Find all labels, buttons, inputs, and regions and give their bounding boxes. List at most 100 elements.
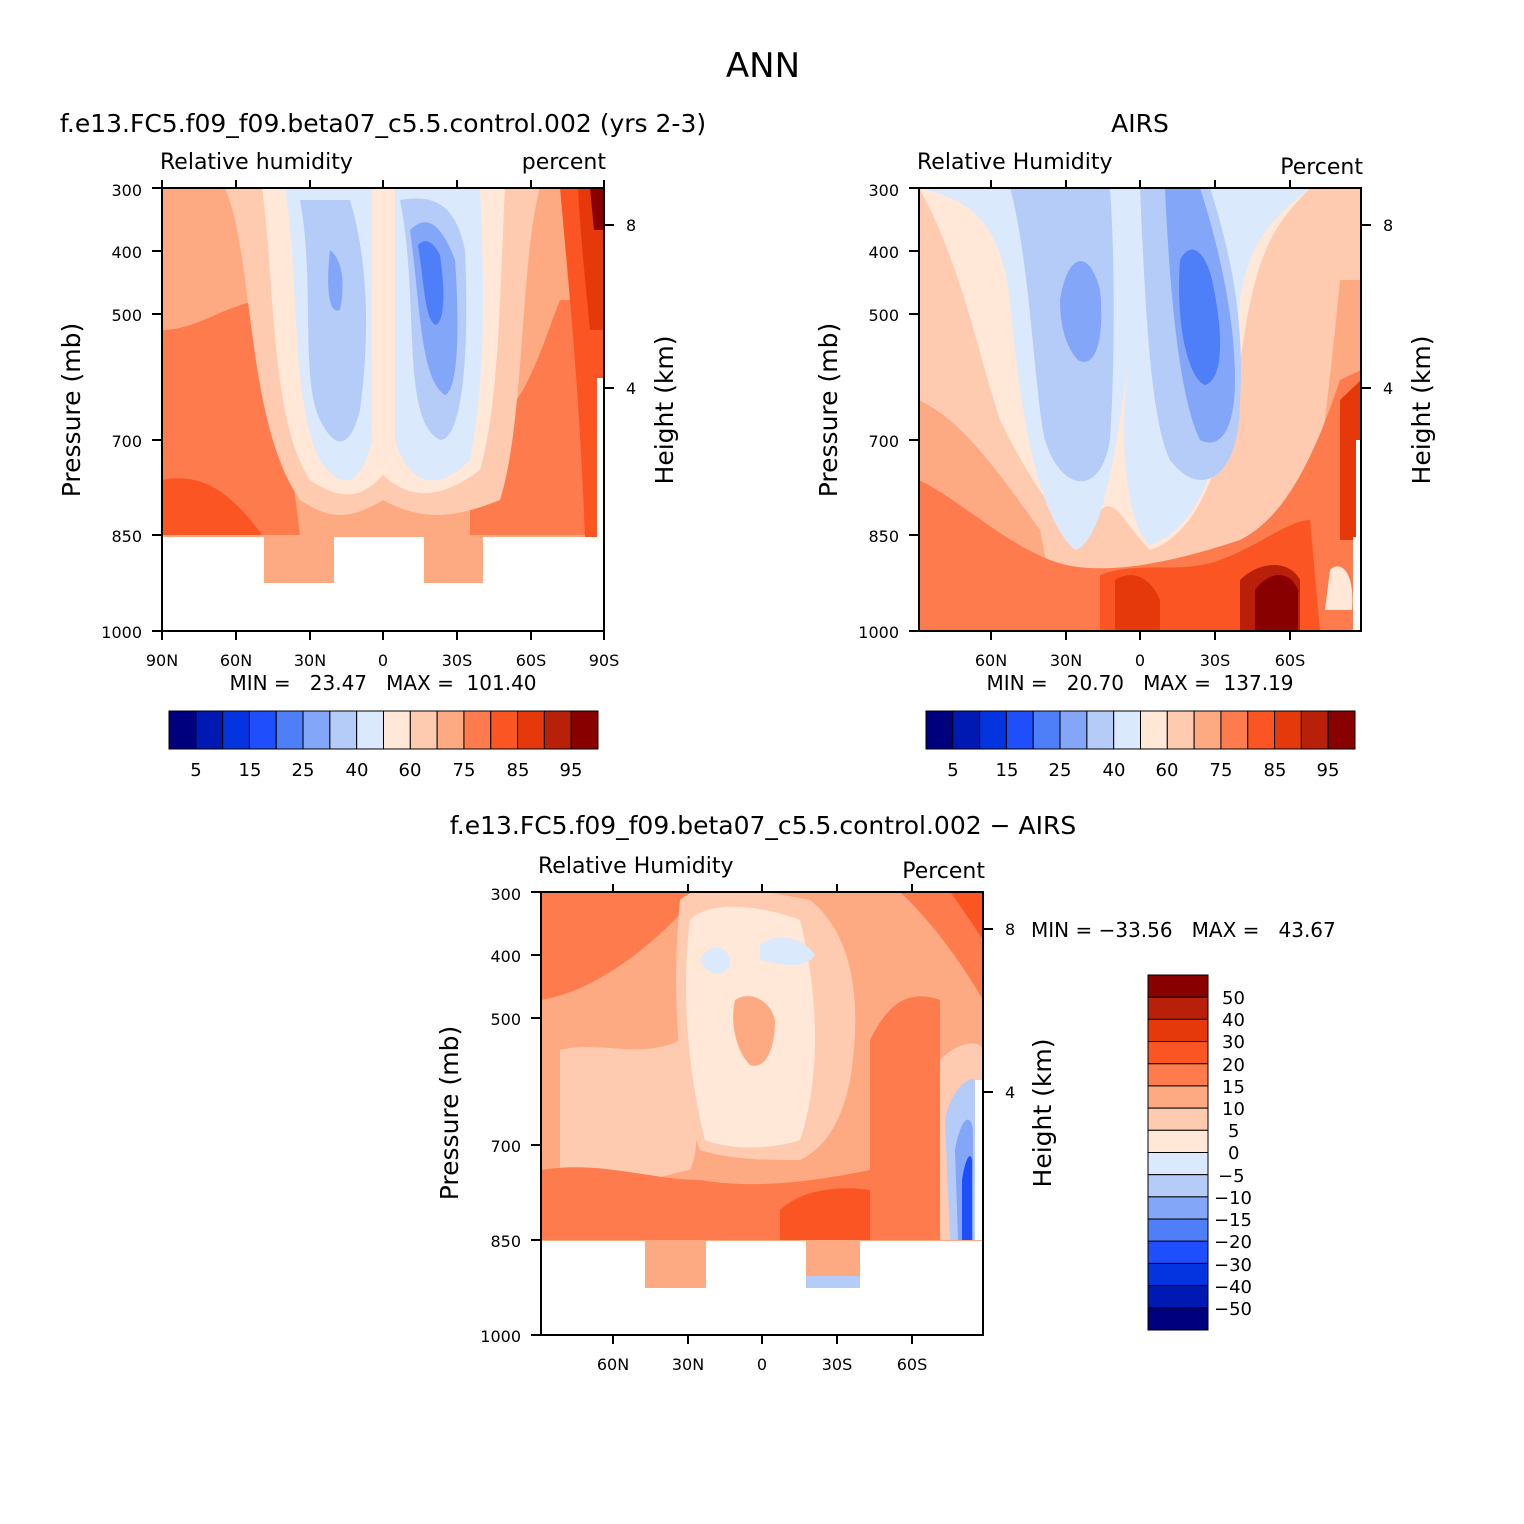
x-tick-label: 90S [589,651,620,670]
colorbar-swatch [1147,974,1209,998]
field-band-fill [162,478,262,535]
y-tick-label: 400 [490,947,521,966]
field-missing-region [1353,440,1361,631]
panel-model-title: f.e13.FC5.f09_f09.beta07_c5.5.control.00… [60,109,706,138]
colorbar-swatch [1147,1107,1209,1131]
colorbar-swatch [248,710,277,750]
y-tick-label: 400 [868,243,899,262]
panel-airs-right-label: Percent [1280,155,1363,180]
y-tick-label: 300 [868,181,899,200]
colorbar-swatch [1193,710,1222,750]
panel-diff-right-label: Percent [902,859,985,884]
colorbar-label: −50 [1214,1299,1252,1320]
y-tick-label: 500 [868,306,899,325]
colorbar-swatch [1147,1174,1209,1198]
colorbar-swatch [979,710,1007,750]
colorbar-swatch [409,710,438,750]
y-tick-label: 400 [111,243,142,262]
colorbar-label: 5 [947,760,958,781]
x-tick-label: 60N [975,651,1007,670]
colorbar-swatch [1327,710,1356,750]
panel-airs-ylabel: Pressure (mb) [814,323,843,497]
x-tick-label: 30S [442,651,473,670]
y-tick-label: 300 [111,181,142,200]
panel-diff: f.e13.FC5.f09_f09.beta07_c5.5.control.00… [435,811,1336,1374]
colorbar-label: 50 [1222,988,1245,1009]
colorbar-label: 40 [346,760,369,781]
panel-airs-stats: MIN = 20.70 MAX = 137.19 [986,671,1293,695]
colorbar-label: −30 [1214,1255,1252,1276]
panel-diff-ylabel2: Height (km) [1028,1039,1057,1188]
colorbar-label: 20 [1222,1055,1245,1076]
colorbar-label: −20 [1214,1232,1252,1253]
colorbar-swatch [1059,710,1088,750]
y-tick-label: 300 [490,885,521,904]
y-tick-label: 1000 [101,623,142,642]
colorbar-swatch [570,710,599,750]
colorbar-swatch [925,710,954,750]
colorbar-label: 5 [190,760,201,781]
x-tick-label: 30N [1050,651,1082,670]
x-tick-label: 30S [1200,651,1231,670]
field-missing-region [975,1080,983,1240]
field-band-fill [1179,249,1221,385]
y2-tick-label: 8 [626,216,636,235]
field-band-fill [645,1241,706,1288]
colorbar-swatch [1032,710,1061,750]
field-missing-region [264,537,590,631]
field-band-fill [962,1156,972,1240]
field-band-fill [700,947,730,974]
panel-diff-ticks [531,884,993,1344]
field-band-fill [590,188,604,230]
panel-airs-title: AIRS [1111,109,1169,138]
field-band-fill [1115,575,1160,631]
colorbar-swatch [517,710,545,750]
colorbar-label: 30 [1222,1032,1245,1053]
colorbar-label: −5 [1218,1166,1245,1187]
colorbar-swatch [1147,1262,1209,1287]
colorbar-swatch [1247,710,1276,750]
field-band-fill [1255,575,1298,631]
colorbar-swatch [275,710,304,750]
y-tick-label: 850 [111,527,142,546]
colorbar-label: 15 [1222,1077,1245,1098]
colorbar-label: −10 [1214,1188,1252,1209]
x-tick-label: 60S [516,651,547,670]
panel-model-colorbar [168,710,599,750]
x-tick-label: 0 [378,651,388,670]
colorbar-label: 60 [399,760,422,781]
panel-model-x-ticks [152,180,614,640]
colorbar-label: 25 [292,760,315,781]
field-band-fill [300,200,367,442]
y2-tick-label: 8 [1005,920,1015,939]
panel-diff-left-label: Relative Humidity [538,854,733,879]
colorbar-label: 5 [1228,1121,1239,1142]
panel-model: f.e13.FC5.f09_f09.beta07_c5.5.control.00… [57,109,706,781]
panel-diff-title: f.e13.FC5.f09_f09.beta07_c5.5.control.00… [450,811,1076,840]
colorbar-swatch [1147,1285,1209,1309]
colorbar-label: −40 [1214,1277,1252,1298]
colorbar-swatch [329,710,358,750]
panel-diff-stats: MIN = −33.56 MAX = 43.67 [1031,918,1336,942]
panel-airs-left-label: Relative Humidity [917,150,1112,175]
panel-diff-ylabel: Pressure (mb) [435,1026,464,1200]
panel-diff-field [541,892,983,1335]
y-tick-label: 700 [490,1137,521,1156]
x-tick-label: 30N [672,1355,704,1374]
x-tick-label: 60S [1275,651,1306,670]
field-band-fill [541,892,700,1000]
colorbar-label: −15 [1214,1210,1252,1231]
page-title: ANN [726,46,800,86]
y-tick-label: 700 [868,432,899,451]
colorbar-swatch [1300,710,1329,750]
x-tick-label: 60N [220,651,252,670]
field-band-fill [950,892,983,940]
y-tick-label: 500 [111,306,142,325]
panel-airs: AIRS Relative Humidity Percent [814,109,1436,781]
colorbar-swatch [168,710,197,750]
colorbar-label: 25 [1049,760,1072,781]
colorbar-label: 40 [1222,1010,1245,1031]
field-band-fill [418,241,444,325]
field-band-fill [1325,566,1353,610]
field-band-fill [733,996,775,1066]
